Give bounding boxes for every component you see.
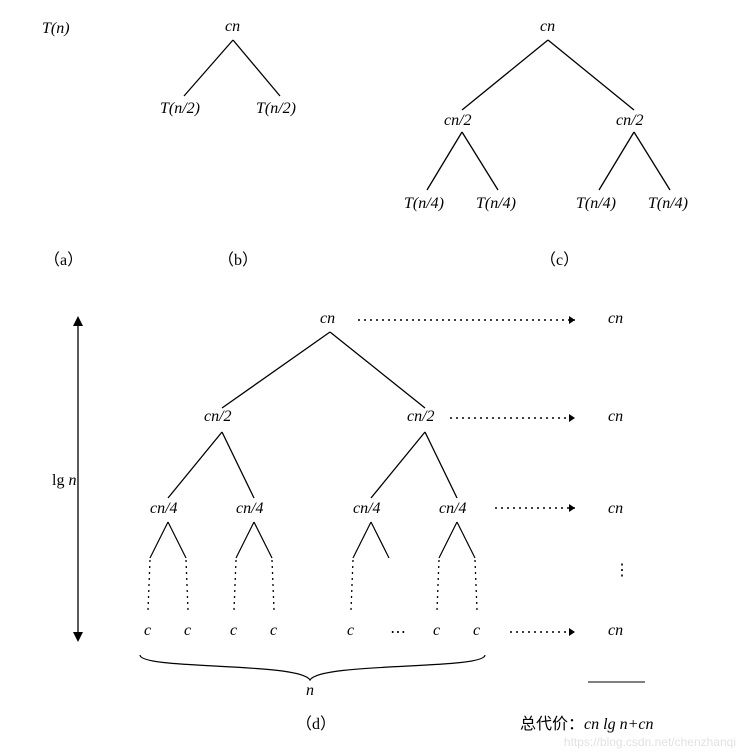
d-root: cn	[320, 310, 335, 328]
leaf-1: c	[184, 622, 191, 640]
leaf-3: c	[270, 622, 277, 640]
c-l2-c: T(n/4)	[576, 195, 616, 213]
d-l1-right: cn/2	[407, 408, 435, 426]
brace-label: n	[306, 682, 314, 700]
c-l2-a: T(n/4)	[404, 195, 444, 213]
c-l2-b: T(n/4)	[476, 195, 516, 213]
sum-row-0: cn	[608, 310, 623, 328]
leaf-2: c	[230, 622, 237, 640]
leaf-6: c	[473, 622, 480, 640]
total-label: 总代价：cn lg n+cn	[520, 710, 653, 734]
d-l2-c: cn/4	[353, 500, 381, 518]
sum-row-1: cn	[608, 408, 623, 426]
watermark: https://blog.csdn.net/chenzhanqi	[564, 735, 736, 749]
sum-row-2: cn	[608, 500, 623, 518]
caption-d: （d）	[296, 710, 336, 734]
sum-row-3: cn	[608, 622, 623, 640]
leaf-ellipsis: ⋯	[390, 622, 406, 642]
d-l2-a: cn/4	[150, 500, 178, 518]
caption-c: （c）	[540, 246, 579, 270]
leaf-4: c	[347, 622, 354, 640]
b-left: T(n/2)	[160, 100, 200, 118]
c-root: cn	[540, 18, 555, 36]
d-l2-d: cn/4	[439, 500, 467, 518]
caption-b: （b）	[218, 246, 258, 270]
d-l1-left: cn/2	[204, 408, 232, 426]
b-right: T(n/2)	[256, 100, 296, 118]
a-root: T(n)	[42, 20, 70, 38]
d-l2-b: cn/4	[236, 500, 264, 518]
b-root: cn	[225, 18, 240, 36]
leaf-5: c	[433, 622, 440, 640]
leaf-0: c	[144, 622, 151, 640]
c-l2-d: T(n/4)	[648, 195, 688, 213]
c-l1-right: cn/2	[616, 112, 644, 130]
caption-a: （a）	[44, 246, 83, 270]
sum-vdots: ⋮	[614, 560, 630, 580]
height-label: lg n	[52, 472, 76, 490]
c-l1-left: cn/2	[444, 112, 472, 130]
